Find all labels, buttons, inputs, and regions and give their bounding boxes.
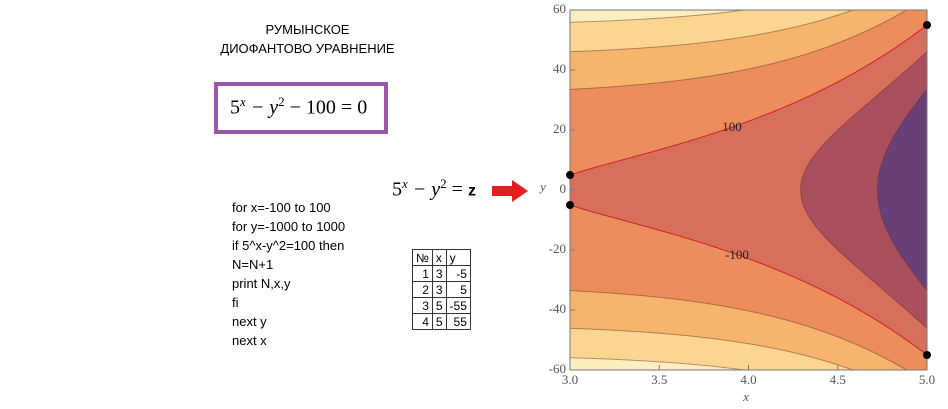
eq-part: = <box>446 178 468 201</box>
code-line: for x=-100 to 100 <box>232 200 331 215</box>
title-line: РУМЫНСКОЕ <box>265 22 350 37</box>
equation-box <box>214 82 388 134</box>
table-wrap: № x y 1 3 -5 2 3 5 3 5 -55 4 5 55 <box>412 249 471 330</box>
code-line: print N,x,y <box>232 276 291 291</box>
table-cell: 55 <box>445 313 471 330</box>
title: РУМЫНСКОЕ ДИОФАНТОВО УРАВНЕНИЕ <box>200 20 415 58</box>
equation-z: 5x − y2 = z <box>392 176 476 202</box>
eq-part: 5 <box>392 178 402 201</box>
contour-label: 100 <box>722 119 742 134</box>
code-line: fi <box>232 295 239 310</box>
table-cell: 4 <box>412 313 433 330</box>
code-line: N=N+1 <box>232 257 274 272</box>
x-axis-label: x <box>742 389 749 404</box>
x-tick-label: 4.5 <box>830 372 846 387</box>
x-tick-label: 5.0 <box>919 372 935 387</box>
y-tick-label: -20 <box>549 241 566 256</box>
eq-part: x <box>402 176 408 191</box>
code: for x=-100 to 100 for y=-1000 to 1000 if 5… <box>232 200 345 352</box>
x-tick-label: 3.0 <box>562 372 578 387</box>
eq-part: − 100 = 0 <box>284 96 368 119</box>
contour-band <box>570 24 927 356</box>
title-line: ДИОФАНТОВО УРАВНЕНИЕ <box>220 41 395 56</box>
contour-band <box>876 88 927 292</box>
solution-point <box>566 201 574 209</box>
eq-part: 2 <box>278 94 285 109</box>
solution-point <box>923 351 931 359</box>
y-tick-label: -60 <box>549 361 566 376</box>
code-line: next x <box>232 333 267 348</box>
table-cell: -5 <box>445 265 471 282</box>
contour-label: -100 <box>725 247 749 262</box>
eq-part: x <box>240 94 246 109</box>
code-line: for y=-1000 to 1000 <box>232 219 346 234</box>
y-tick-label: 0 <box>560 181 567 196</box>
code-line: if 5^x-y^2=100 then <box>232 238 345 253</box>
table-row: 3 5 -55 <box>412 297 471 314</box>
solution-point <box>566 171 574 179</box>
y-axis-label: y <box>538 179 546 194</box>
solution-point <box>923 21 931 29</box>
x-tick-label: 3.5 <box>651 372 667 387</box>
eq-part: − y <box>407 178 441 201</box>
y-tick-label: 60 <box>553 1 566 16</box>
eq-part: z <box>467 182 476 200</box>
y-tick-label: 40 <box>553 61 566 76</box>
arrow <box>492 180 528 202</box>
table-header: y <box>445 249 471 266</box>
eq-part: 2 <box>440 176 447 191</box>
table: № x y 1 3 -5 2 3 5 3 5 -55 4 5 55 <box>412 249 471 330</box>
eq-part: − y <box>245 96 279 119</box>
eq-part: 5 <box>230 96 240 119</box>
code-line: next y <box>232 314 267 329</box>
contour-band <box>800 51 927 329</box>
x-tick-label: 4.0 <box>740 372 756 387</box>
y-tick-label: 20 <box>553 121 566 136</box>
equation-main: 5x − y2 − 100 = 0 <box>230 94 367 120</box>
table-row: 4 5 55 <box>412 313 471 330</box>
y-tick-label: -40 <box>549 301 566 316</box>
